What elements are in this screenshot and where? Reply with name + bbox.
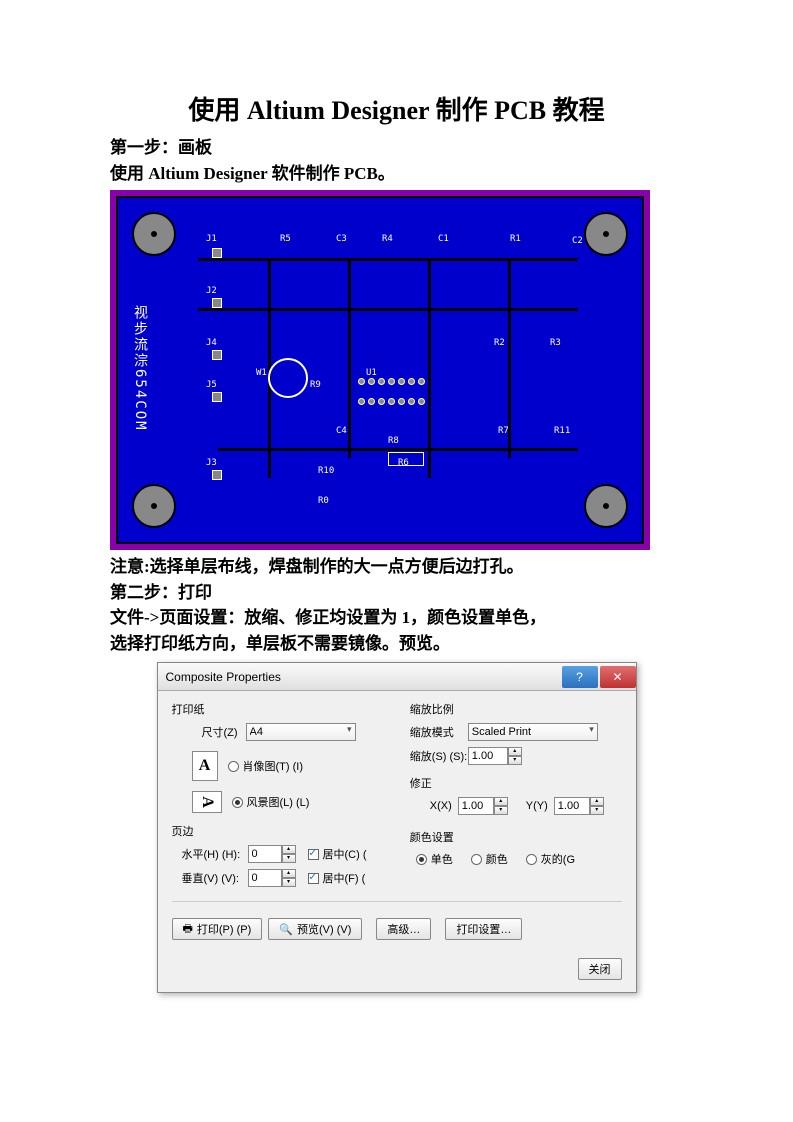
spin-down[interactable]: ▾ bbox=[282, 878, 296, 887]
step2-heading: 第二步：打印 bbox=[110, 580, 683, 606]
component-label: R0 bbox=[318, 496, 329, 506]
component-label: J1 bbox=[206, 234, 217, 244]
component-label: J2 bbox=[206, 286, 217, 296]
printer-icon: 🖶 bbox=[183, 920, 193, 939]
center-h-label: 居中(C) ( bbox=[323, 846, 367, 862]
component-label: C1 bbox=[438, 234, 449, 244]
component-label: J4 bbox=[206, 338, 217, 348]
close-button[interactable]: 关闭 bbox=[578, 958, 622, 980]
composite-properties-dialog: Composite Properties ? ✕ 打印纸 尺寸(Z) bbox=[157, 662, 637, 993]
step2-line2: 选择打印纸方向，单层板不需要镜像。预览。 bbox=[110, 631, 683, 657]
spin-down[interactable]: ▾ bbox=[494, 806, 508, 815]
spin-down[interactable]: ▾ bbox=[282, 854, 296, 863]
component-label: C2 bbox=[572, 236, 583, 246]
magnifier-icon: 🔍 bbox=[279, 923, 293, 936]
vert-label: 垂直(V) (V): bbox=[182, 870, 244, 886]
pad bbox=[212, 298, 222, 308]
help-button[interactable]: ? bbox=[562, 666, 598, 688]
w1-outline bbox=[268, 358, 308, 398]
center-v-checkbox[interactable] bbox=[308, 873, 319, 884]
y-label: Y(Y) bbox=[526, 800, 548, 812]
color-gray-radio[interactable]: 灰的(G bbox=[526, 851, 575, 867]
mounting-hole bbox=[584, 484, 628, 528]
landscape-icon: A bbox=[192, 791, 222, 813]
spin-down[interactable]: ▾ bbox=[590, 806, 604, 815]
spin-up[interactable]: ▴ bbox=[282, 845, 296, 854]
component-label: R2 bbox=[494, 338, 505, 348]
component-label: W1 bbox=[256, 368, 267, 378]
horiz-label: 水平(H) (H): bbox=[182, 846, 244, 862]
portrait-icon: A bbox=[192, 751, 218, 781]
pcb-figure: 视步流淙654COM bbox=[110, 190, 650, 550]
print-button[interactable]: 🖶打印(P) (P) bbox=[172, 918, 263, 940]
page-title: 使用 Altium Designer 制作 PCB 教程 bbox=[110, 90, 683, 127]
scale-mode-select[interactable] bbox=[468, 723, 598, 741]
pad bbox=[212, 392, 222, 402]
component-label: R5 bbox=[280, 234, 291, 244]
pad bbox=[212, 248, 222, 258]
component-label: U1 bbox=[366, 368, 377, 378]
component-label: R4 bbox=[382, 234, 393, 244]
pcb-side-text: 视步流淙654COM bbox=[128, 278, 150, 458]
x-label: X(X) bbox=[430, 800, 452, 812]
pad bbox=[212, 350, 222, 360]
component-label: R7 bbox=[498, 426, 509, 436]
component-label: R8 bbox=[388, 436, 399, 446]
size-select[interactable] bbox=[246, 723, 356, 741]
spin-up[interactable]: ▴ bbox=[282, 869, 296, 878]
dialog-title: Composite Properties bbox=[166, 670, 281, 684]
print-setup-button[interactable]: 打印设置… bbox=[445, 918, 522, 940]
size-label: 尺寸(Z) bbox=[202, 724, 238, 740]
preview-button[interactable]: 🔍预览(V) (V) bbox=[268, 918, 362, 940]
component-label: J5 bbox=[206, 380, 217, 390]
x-input[interactable] bbox=[458, 797, 494, 815]
mounting-hole bbox=[132, 484, 176, 528]
component-label: R11 bbox=[554, 426, 570, 436]
component-label: C3 bbox=[336, 234, 347, 244]
component-label: R6 bbox=[398, 458, 409, 468]
scale-label: 缩放(S) (S): bbox=[410, 748, 464, 764]
scale-input[interactable] bbox=[468, 747, 508, 765]
spin-down[interactable]: ▾ bbox=[508, 756, 522, 765]
step1-text: 使用 Altium Designer 软件制作 PCB。 bbox=[110, 161, 683, 187]
pad bbox=[212, 470, 222, 480]
component-label: J3 bbox=[206, 458, 217, 468]
landscape-radio[interactable]: 风景图(L) (L) bbox=[232, 794, 310, 810]
y-input[interactable] bbox=[554, 797, 590, 815]
note-text: 注意:选择单层布线，焊盘制作的大一点方便后边打孔。 bbox=[110, 554, 683, 580]
close-icon[interactable]: ✕ bbox=[600, 666, 636, 688]
paper-group-label: 打印纸 bbox=[172, 701, 394, 717]
vert-input[interactable] bbox=[248, 869, 282, 887]
step2-line1: 文件->页面设置：放缩、修正均设置为 1，颜色设置单色， bbox=[110, 605, 683, 631]
center-v-label: 居中(F) ( bbox=[323, 870, 366, 886]
component-label: C4 bbox=[336, 426, 347, 436]
mounting-hole bbox=[132, 212, 176, 256]
component-label: R1 bbox=[510, 234, 521, 244]
advanced-button[interactable]: 高级… bbox=[376, 918, 431, 940]
center-h-checkbox[interactable] bbox=[308, 849, 319, 860]
spin-up[interactable]: ▴ bbox=[590, 797, 604, 806]
mounting-hole bbox=[584, 212, 628, 256]
margins-group-label: 页边 bbox=[172, 823, 394, 839]
color-mono-radio[interactable]: 单色 bbox=[416, 851, 453, 867]
color-group-label: 颜色设置 bbox=[410, 829, 622, 845]
step1-heading: 第一步：画板 bbox=[110, 135, 683, 161]
scale-group-label: 缩放比例 bbox=[410, 701, 622, 717]
component-label: R9 bbox=[310, 380, 321, 390]
correction-group-label: 修正 bbox=[410, 775, 622, 791]
dialog-titlebar[interactable]: Composite Properties ? ✕ bbox=[158, 663, 636, 691]
spin-up[interactable]: ▴ bbox=[508, 747, 522, 756]
spin-up[interactable]: ▴ bbox=[494, 797, 508, 806]
component-label: R10 bbox=[318, 466, 334, 476]
component-label: R3 bbox=[550, 338, 561, 348]
scale-mode-label: 缩放模式 bbox=[410, 724, 464, 740]
color-color-radio[interactable]: 颜色 bbox=[471, 851, 508, 867]
portrait-radio[interactable]: 肖像图(T) (I) bbox=[228, 758, 303, 774]
horiz-input[interactable] bbox=[248, 845, 282, 863]
